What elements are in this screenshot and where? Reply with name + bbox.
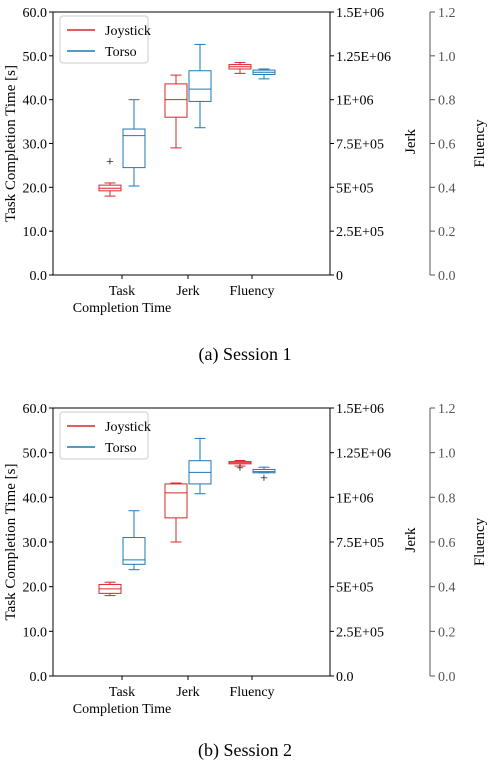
y-right-label: Jerk [403, 527, 419, 552]
box-iqr [122, 128, 146, 169]
box-torso [122, 99, 146, 187]
right2-tick-label: 0.6 [438, 536, 456, 551]
left-tick-label: 50.0 [23, 447, 48, 462]
x-tick-label: Fluency [229, 685, 274, 700]
x-tick-label-line: Completion Time [73, 301, 171, 316]
box-joystick: + [228, 459, 252, 476]
right2-tick-label: 1.0 [438, 50, 456, 65]
left-tick-label: 40.0 [23, 491, 48, 506]
chart-panel: 0.0 10.0 20.0 30.0 40.0 50.0 60.0 0.0 2.5E+05 5E+… [3, 402, 488, 761]
left-tick-label: 30.0 [23, 536, 48, 551]
left-tick-label: 10.0 [23, 625, 48, 640]
figure-caption: (a) Session 1 [199, 344, 292, 365]
x-tick-label-line: Task [109, 685, 135, 700]
outlier-marker: + [106, 155, 114, 170]
box-joystick [164, 74, 188, 149]
left-tick-label: 0.0 [30, 670, 48, 685]
right2-tick-label: 0.4 [438, 581, 456, 596]
right2-tick-label: 0.2 [438, 625, 456, 640]
x-tick-label: Task Completion Time [73, 685, 171, 717]
right2-tick-label: 0.2 [438, 225, 456, 240]
box-joystick [164, 482, 188, 543]
legend-entry: Joystick [105, 24, 151, 39]
x-tick-label-line: Jerk [176, 685, 199, 700]
box-iqr [188, 70, 212, 102]
right-tick-label: 2.5E+05 [336, 625, 384, 640]
right-tick-label: 5E+05 [336, 181, 373, 196]
box-torso [122, 510, 146, 571]
left-tick-label: 20.0 [23, 181, 48, 196]
y-right-label: Jerk [403, 129, 419, 154]
right-tick-label: 1E+06 [336, 94, 373, 109]
left-tick-label: 60.0 [23, 6, 48, 21]
left-tick-label: 50.0 [23, 50, 48, 65]
x-tick-label-line: Completion Time [73, 702, 171, 717]
chart-panel: 0.0 10.0 20.0 30.0 40.0 50.0 60.0 0 2.5E+05 5E+05… [3, 6, 488, 365]
right-tick-label: 0 [336, 269, 343, 284]
x-tick-label-line: Task [109, 284, 135, 299]
box-joystick [98, 581, 122, 597]
box-torso: + [252, 466, 276, 486]
right2-tick-label: 0.8 [438, 491, 456, 506]
box-iqr [164, 83, 188, 118]
right-tick-label: 2.5E+05 [336, 225, 384, 240]
left-tick-label: 60.0 [23, 402, 48, 417]
y-left-label: Task Completion Time [s] [3, 65, 19, 222]
legend-entry: Joystick [105, 420, 151, 435]
legend-entry: Torso [105, 441, 137, 456]
box-iqr [164, 483, 188, 519]
right2-tick-label: 0.4 [438, 181, 456, 196]
right-tick-label: 1.5E+06 [336, 6, 384, 21]
right-tick-label: 1.5E+06 [336, 402, 384, 417]
right2-tick-label: 0.8 [438, 94, 456, 109]
right-tick-label: 1.25E+06 [336, 447, 391, 462]
right-tick-label: 7.5E+05 [336, 138, 384, 153]
outlier-marker: + [260, 471, 268, 486]
left-tick-label: 30.0 [23, 138, 48, 153]
x-tick-label: Task Completion Time [73, 284, 171, 316]
legend: Joystick Torso [59, 411, 151, 460]
box-torso [188, 437, 212, 495]
box-joystick: + [98, 155, 122, 197]
x-tick-label-line: Fluency [229, 284, 274, 299]
right2-tick-label: 0.0 [438, 670, 456, 685]
right2-tick-label: 1.2 [438, 6, 456, 21]
left-tick-label: 20.0 [23, 581, 48, 596]
legend-entry: Torso [105, 45, 137, 60]
box-iqr [252, 468, 276, 474]
left-tick-label: 0.0 [30, 269, 48, 284]
x-tick-label-line: Jerk [176, 284, 199, 299]
outlier-marker: + [236, 461, 244, 476]
figure-caption: (b) Session 2 [198, 740, 292, 761]
right2-tick-label: 0.0 [438, 269, 456, 284]
left-tick-label: 40.0 [23, 94, 48, 109]
y-right2-label: Fluency [472, 517, 488, 566]
box-torso [188, 43, 212, 129]
right-tick-label: 1.25E+06 [336, 50, 391, 65]
right-tick-label: 1E+06 [336, 491, 373, 506]
x-tick-label: Fluency [229, 284, 274, 299]
right-tick-label: 7.5E+05 [336, 536, 384, 551]
box-iqr [122, 537, 146, 565]
right-tick-label: 0.0 [336, 670, 354, 685]
right2-tick-label: 1.0 [438, 447, 456, 462]
box-joystick [228, 61, 252, 74]
right-tick-label: 5E+05 [336, 581, 373, 596]
x-tick-label-line: Fluency [229, 685, 274, 700]
y-right2-label: Fluency [472, 119, 488, 168]
right2-tick-label: 0.6 [438, 138, 456, 153]
left-tick-label: 10.0 [23, 225, 48, 240]
box-torso [252, 68, 276, 80]
x-tick-label: Jerk [176, 685, 199, 700]
right2-tick-label: 1.2 [438, 402, 456, 417]
y-left-label: Task Completion Time [s] [3, 464, 19, 621]
legend: Joystick Torso [59, 15, 151, 64]
x-tick-label: Jerk [176, 284, 199, 299]
